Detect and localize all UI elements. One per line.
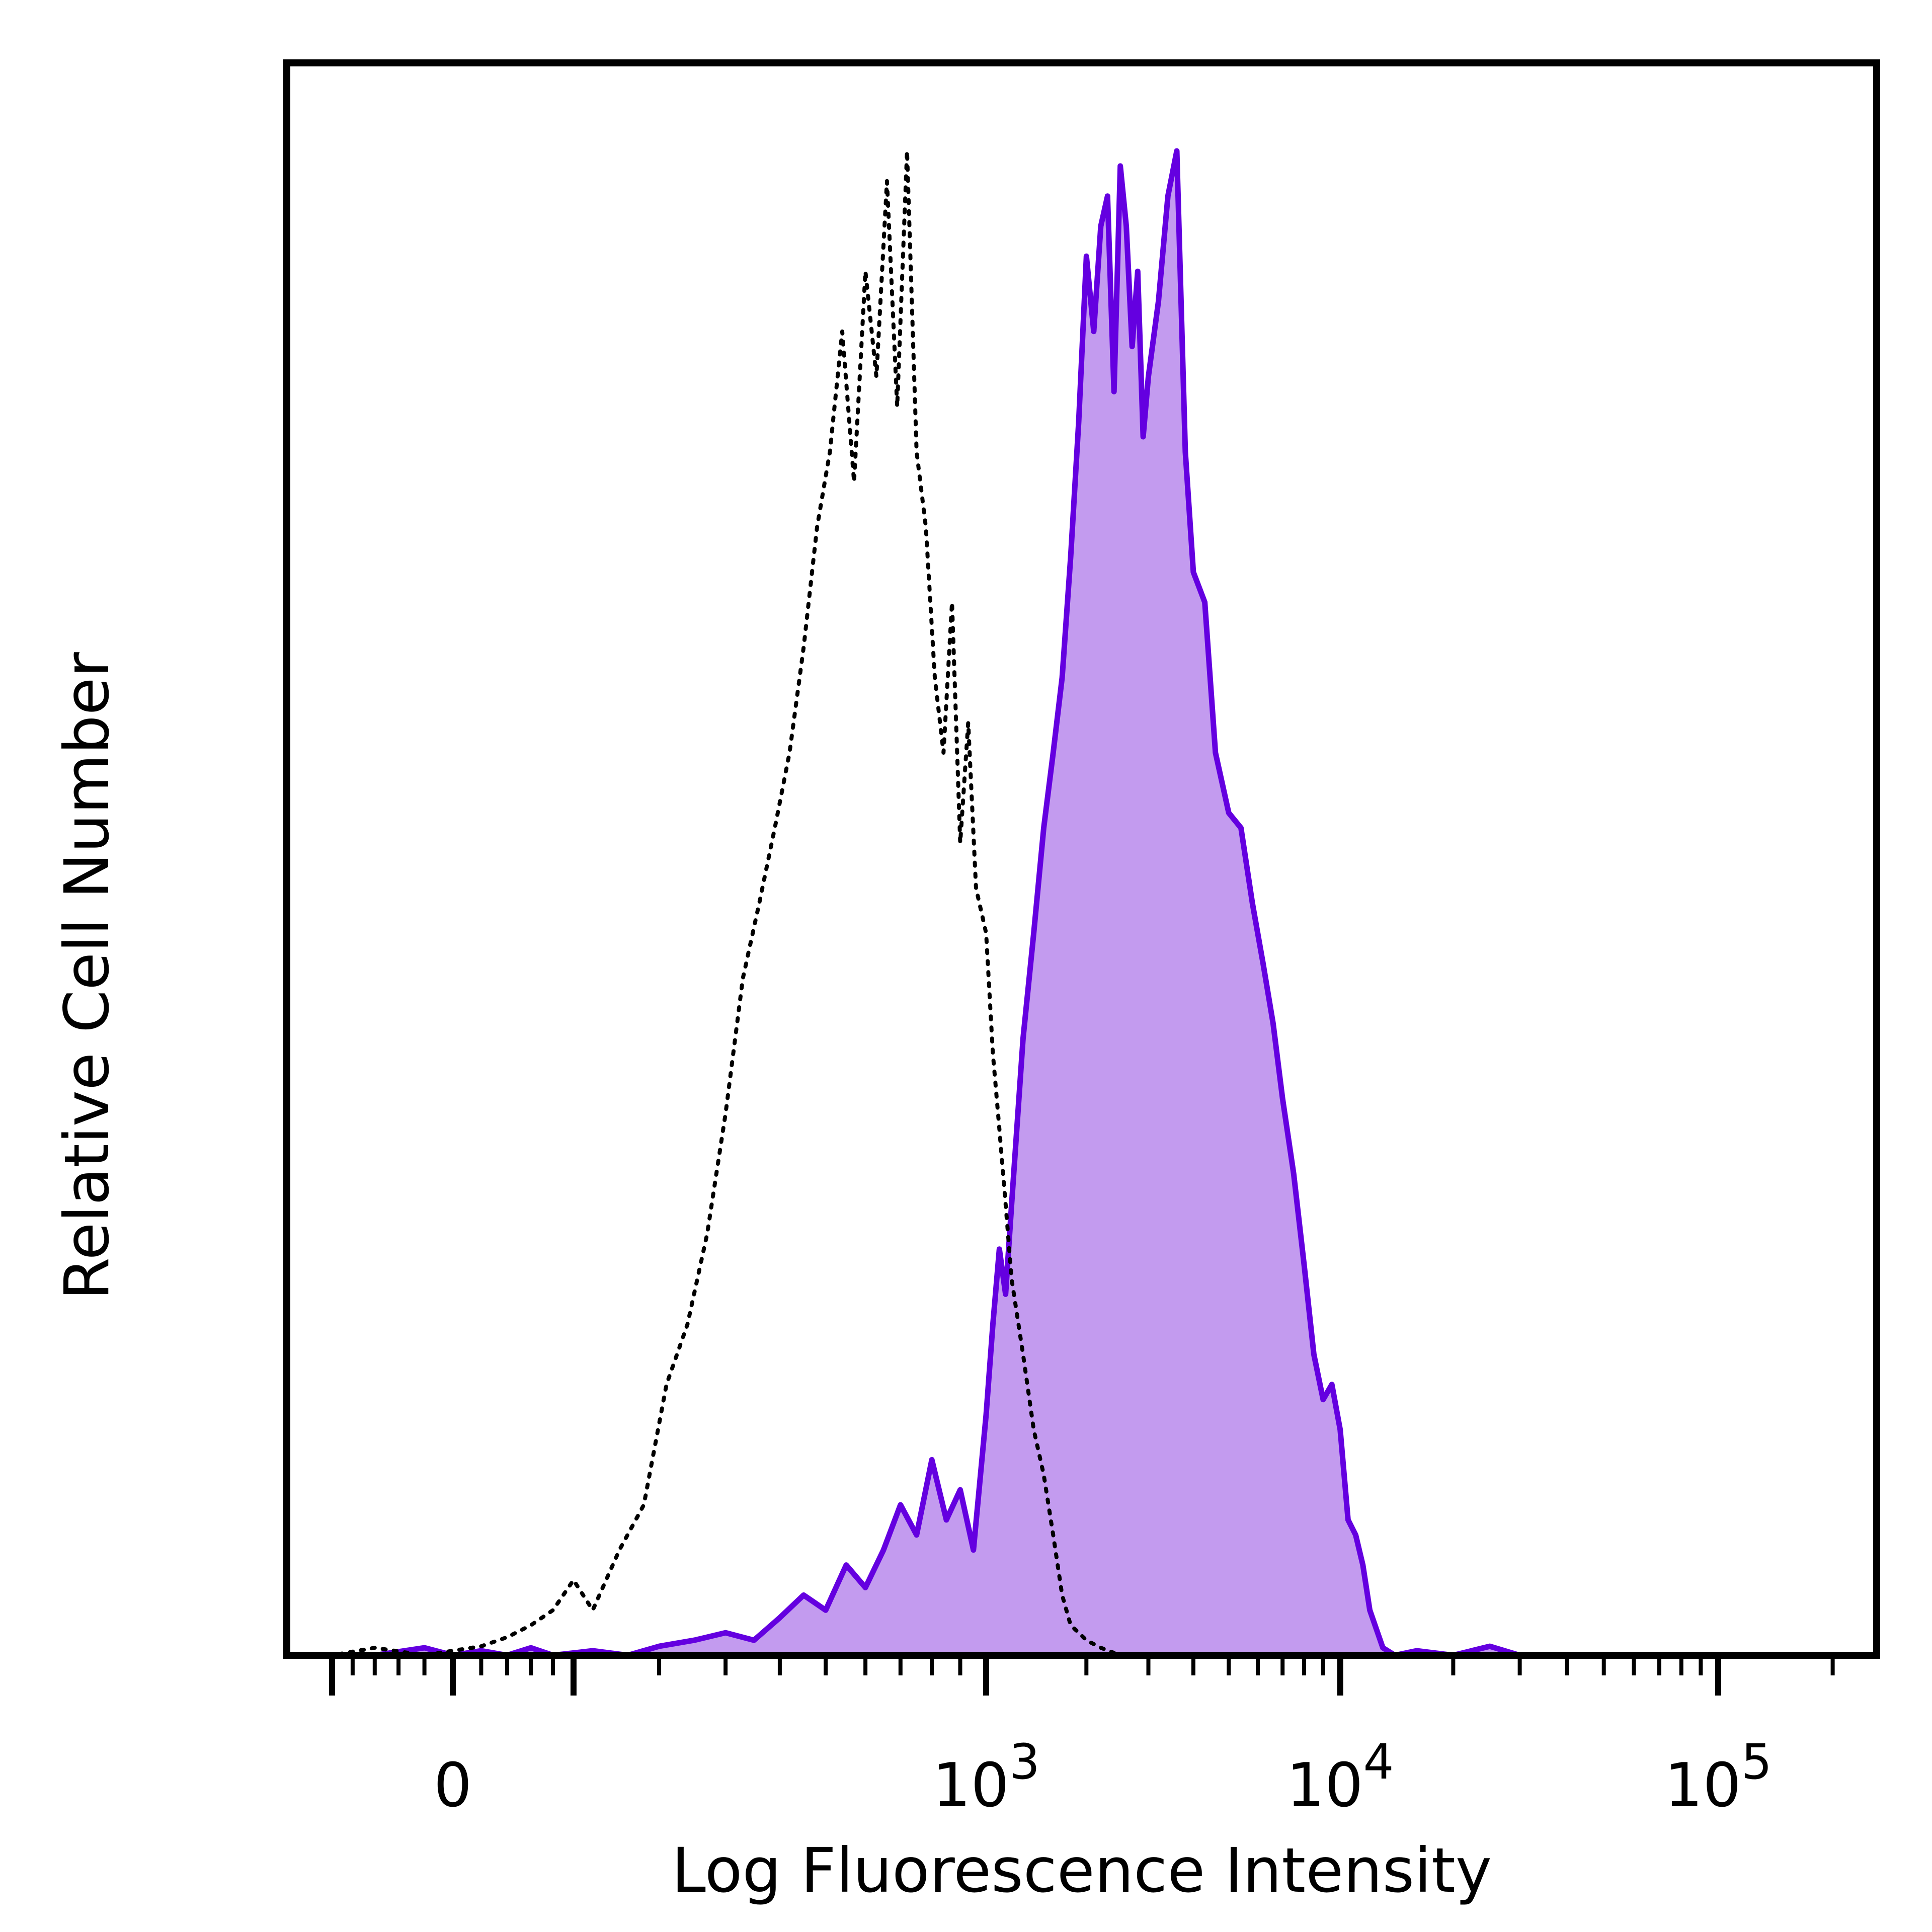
x-axis-ticks [329,1655,1835,1696]
x-tick-label-exponent: 3 [1009,1734,1040,1790]
series-1-line [293,149,1835,1657]
x-tick-label-exponent: 4 [1363,1734,1394,1790]
plot-layer [293,148,1835,1658]
x-tick-label-exponent: 5 [1741,1734,1772,1790]
series-0-line [295,148,1833,1658]
plot-frame [283,59,1880,1659]
x-tick-label: 104 [1286,1734,1394,1821]
x-tick-label: 105 [1664,1734,1772,1821]
x-axis-label: Log Fluorescence Intensity [672,1835,1492,1906]
series-0-area [295,151,1833,1655]
x-tick-label-base: 10 [932,1751,1009,1821]
x-tick-label: 103 [932,1734,1040,1821]
x-tick-label-base: 10 [1286,1751,1363,1821]
x-tick-label-base: 10 [1664,1751,1741,1821]
y-axis-label: Relative Cell Number [51,652,123,1300]
x-axis-tick-labels: 0 103 104 105 [434,1734,1772,1821]
x-tick-label-base: 0 [434,1751,472,1821]
x-tick-label: 0 [434,1751,472,1821]
